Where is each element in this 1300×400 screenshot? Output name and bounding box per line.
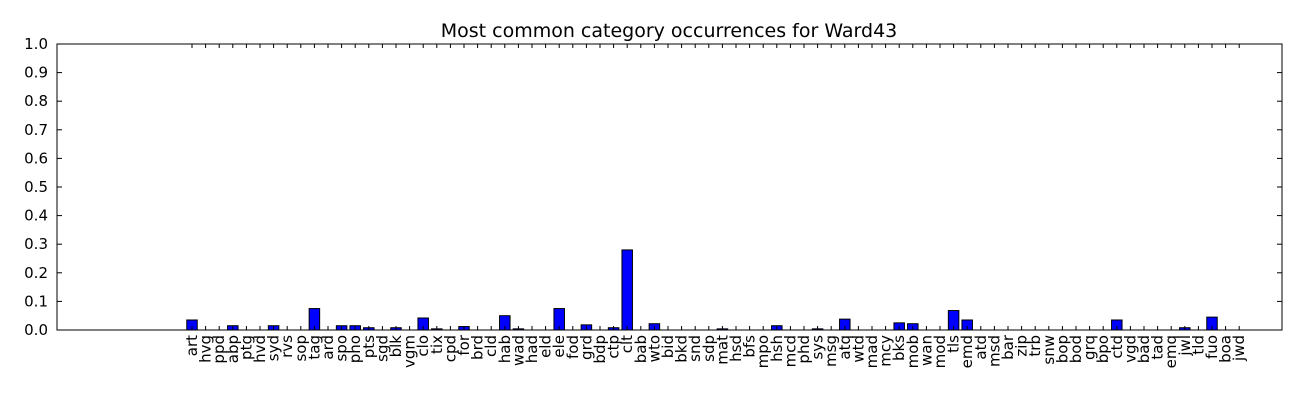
x-tick-label: wtd	[849, 335, 867, 363]
x-tick-label: msd	[985, 335, 1003, 367]
chart-title: Most common category occurrences for War…	[441, 20, 898, 42]
x-tick-label: mob	[904, 335, 922, 368]
x-tick-label: emq	[1162, 335, 1180, 368]
x-tick-label: bar	[999, 334, 1017, 360]
x-tick-label: sdp	[700, 335, 718, 362]
x-tick-label: ptg	[237, 335, 255, 360]
y-tick-label: 0.8	[24, 92, 48, 110]
x-tick-label: tag	[305, 335, 323, 360]
y-tick-label: 0.9	[24, 64, 48, 82]
x-tick-label: blk	[387, 335, 405, 358]
x-tick-label: clo	[414, 335, 432, 357]
x-tick-label: syd	[265, 335, 283, 361]
x-tick-label: bod	[1067, 335, 1085, 363]
y-tick-label: 1.0	[24, 35, 48, 53]
x-tick-label: vgd	[1121, 335, 1139, 363]
y-tick-label: 0.6	[24, 149, 48, 167]
x-tick-label: abp	[224, 335, 242, 363]
x-tick-label: mat	[713, 335, 731, 365]
x-tick-label: ctd	[1108, 335, 1126, 359]
x-tick-label: sys	[809, 335, 827, 360]
x-tick-label: tls	[945, 335, 963, 353]
x-tick-label: wan	[917, 335, 935, 366]
y-axis: 0.0 0.1 0.2 0.3 0.4 0.5 0.6 0.7 0.8 0.9 1.0	[24, 35, 1282, 339]
x-tick-label: spo	[333, 335, 351, 362]
x-tick-label: hab	[496, 335, 514, 363]
x-tick-label: vgm	[401, 335, 419, 368]
y-tick-label: 0.5	[24, 178, 48, 196]
x-tick-label: pts	[360, 335, 378, 358]
x-tick-label: rvs	[278, 335, 296, 358]
x-tick-label: mad	[863, 335, 881, 368]
x-tick-label: bdp	[591, 335, 609, 364]
x-tick-label: mcd	[781, 335, 799, 367]
y-tick-label: 0.4	[24, 207, 48, 225]
x-tick-label: art	[183, 335, 201, 356]
x-tick-label: boa	[1217, 335, 1235, 363]
x-tick-label: hsh	[768, 335, 786, 362]
x-tick-label: clt	[618, 335, 636, 353]
x-tick-label: bad	[1135, 335, 1153, 363]
x-tick-label: hsd	[727, 335, 745, 362]
x-tick-label: bop	[1053, 335, 1071, 363]
x-tick-label: ppd	[210, 335, 228, 364]
x-tick-label: wto	[645, 335, 663, 362]
x-tick-label: msg	[822, 335, 840, 367]
x-tick-label: had	[523, 335, 541, 363]
plot-frame	[56, 43, 1283, 331]
x-tick-label: phd	[795, 335, 813, 364]
x-tick-label: sgd	[373, 335, 391, 362]
x-tick-label: tad	[1149, 335, 1167, 360]
x-tick-label: pho	[346, 335, 364, 363]
x-tick-label: atq	[836, 335, 854, 360]
x-tick-label: mod	[931, 335, 949, 368]
y-tick-label: 0.0	[24, 321, 48, 339]
x-tick-label: snd	[686, 335, 704, 362]
y-tick-label: 0.3	[24, 235, 48, 253]
bar-clt	[621, 249, 633, 331]
x-tick-label: brd	[469, 335, 487, 360]
x-tick-label: mpo	[754, 335, 772, 368]
x-tick-label: trb	[1026, 335, 1044, 357]
x-tick-label: bks	[890, 335, 908, 361]
x-axis: arthvgppdabpptghvdsydrvssoptagardspophop…	[183, 44, 1248, 368]
x-tick-label: grd	[577, 335, 595, 360]
x-tick-label: tix	[428, 335, 446, 354]
x-tick-label: emd	[958, 335, 976, 368]
x-tick-label: mcy	[877, 335, 895, 367]
x-tick-label: hvg	[197, 335, 215, 363]
x-tick-label: grq	[1081, 335, 1099, 360]
x-tick-label: bkd	[673, 335, 691, 363]
x-tick-label: jwd	[1230, 335, 1248, 362]
x-tick-label: atd	[972, 335, 990, 360]
y-tick-label: 0.1	[24, 292, 48, 310]
x-tick-label: cld	[482, 335, 500, 357]
x-tick-label: sop	[292, 335, 310, 362]
x-tick-label: tld	[1189, 335, 1207, 355]
x-tick-label: jwl	[1176, 335, 1194, 357]
x-tick-label: wad	[509, 335, 527, 366]
x-tick-label: bid	[659, 335, 677, 358]
x-tick-label: bpo	[1094, 335, 1112, 363]
x-tick-label: ctp	[605, 335, 623, 359]
x-tick-label: for	[455, 334, 473, 355]
x-tick-label: hvd	[251, 335, 269, 363]
x-tick-label: fod	[564, 335, 582, 359]
bars	[186, 249, 1218, 331]
x-tick-label: ele	[550, 335, 568, 358]
x-tick-label: snw	[1040, 335, 1058, 365]
x-tick-label: zip	[1013, 335, 1031, 357]
x-tick-label: eld	[537, 335, 555, 358]
y-tick-label: 0.2	[24, 264, 48, 282]
x-tick-label: bfs	[741, 335, 759, 358]
x-tick-label: fuo	[1203, 335, 1221, 359]
x-tick-label: bab	[632, 335, 650, 363]
x-tick-label: cpd	[441, 335, 459, 362]
y-tick-label: 0.7	[24, 121, 48, 139]
x-tick-label: ard	[319, 335, 337, 360]
